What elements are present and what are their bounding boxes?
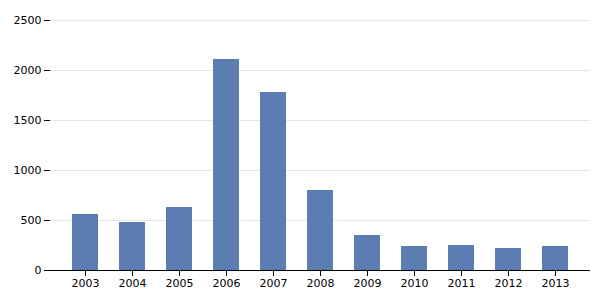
svg-text:2013: 2013: [542, 277, 570, 290]
svg-text:2011: 2011: [448, 277, 476, 290]
svg-text:2010: 2010: [401, 277, 429, 290]
svg-text:2012: 2012: [495, 277, 523, 290]
svg-text:1500: 1500: [14, 114, 42, 127]
svg-text:2500: 2500: [14, 14, 42, 27]
svg-text:2003: 2003: [72, 277, 100, 290]
svg-text:2006: 2006: [213, 277, 241, 290]
svg-text:1000: 1000: [14, 164, 42, 177]
svg-text:2008: 2008: [307, 277, 335, 290]
svg-text:0: 0: [35, 264, 42, 277]
svg-text:500: 500: [21, 214, 42, 227]
svg-text:2000: 2000: [14, 64, 42, 77]
svg-text:2005: 2005: [166, 277, 194, 290]
svg-text:2009: 2009: [354, 277, 382, 290]
svg-text:2007: 2007: [260, 277, 288, 290]
svg-text:2004: 2004: [119, 277, 147, 290]
